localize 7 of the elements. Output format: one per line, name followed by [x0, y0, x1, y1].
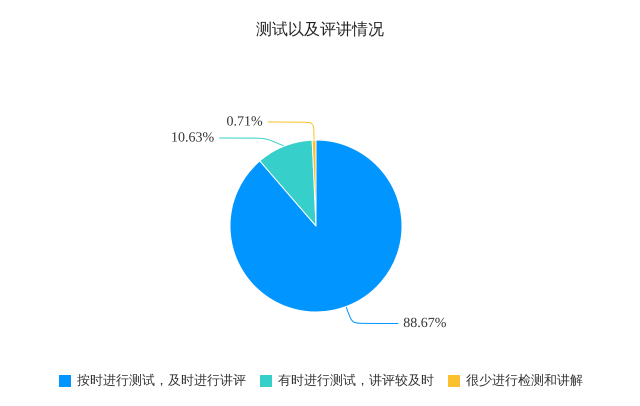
legend-label: 有时进行测试，讲评较及时	[278, 374, 434, 388]
data-label: 0.71%	[226, 114, 264, 130]
legend-label: 很少进行检测和讲解	[466, 374, 583, 388]
chart-title: 测试以及评讲情况	[256, 20, 384, 38]
data-label: 10.63%	[171, 130, 215, 146]
data-label: 88.67%	[403, 316, 447, 331]
legend-label: 按时进行测试，及时进行讲评	[77, 374, 246, 388]
